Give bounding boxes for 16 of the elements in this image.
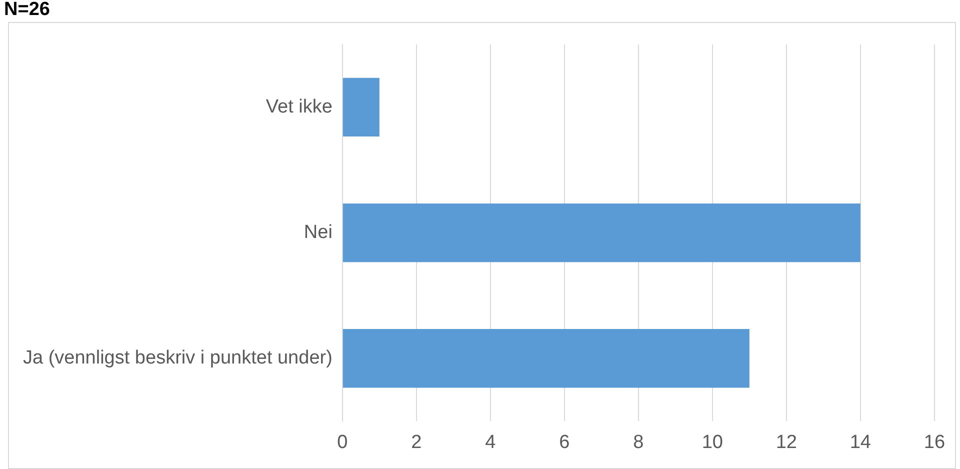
x-tick-label: 14 [850, 432, 872, 453]
x-tick-label: 12 [776, 432, 797, 453]
bar [342, 203, 860, 262]
y-tick-label: Nei [304, 222, 332, 244]
x-tick-label: 2 [411, 432, 422, 453]
text: N=26 [4, 0, 50, 20]
x-tick-label: 4 [485, 432, 496, 453]
bar [342, 329, 750, 388]
x-tick-label: 16 [924, 432, 946, 453]
x-tick-label: 10 [702, 432, 723, 453]
x-tick-label: 6 [559, 432, 570, 453]
y-tick-label: Ja (vennligst beskriv i punktet under) [22, 348, 332, 369]
x-tick-label: 0 [337, 432, 348, 453]
y-tick-label: Vet ikke [266, 96, 332, 118]
x-tick-label: 8 [633, 432, 644, 453]
bar [342, 78, 380, 137]
